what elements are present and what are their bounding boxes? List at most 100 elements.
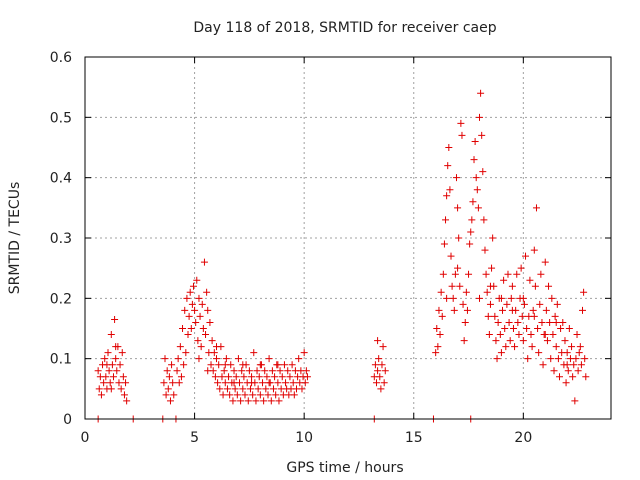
- axis-ticks: 0 5 10 15 20 0 0.1 0.2 0.3 0.4 0.5 0.6: [50, 50, 611, 446]
- data-point: [505, 318, 513, 326]
- data-point: [219, 391, 227, 399]
- data-point: [502, 343, 510, 351]
- y-tick-label: 0: [63, 412, 72, 428]
- data-point: [105, 367, 113, 375]
- data-point: [256, 361, 264, 369]
- data-point: [523, 325, 531, 332]
- data-point: [442, 216, 450, 224]
- x-tick-label: 15: [405, 430, 423, 446]
- data-point: [103, 361, 111, 369]
- data-point: [180, 361, 188, 369]
- data-point: [496, 331, 504, 339]
- data-point: [570, 361, 578, 369]
- data-point: [497, 294, 505, 302]
- data-point: [268, 367, 276, 375]
- data-point: [100, 379, 108, 387]
- data-point: [472, 174, 480, 182]
- data-point: [519, 337, 527, 345]
- data-point: [95, 385, 103, 393]
- data-point: [213, 343, 220, 351]
- data-point: [176, 343, 184, 351]
- data-point: [267, 397, 275, 405]
- data-point: [494, 318, 502, 326]
- data-point: [186, 288, 194, 296]
- data-point: [234, 355, 242, 363]
- data-point: [581, 355, 589, 363]
- data-point: [454, 264, 462, 272]
- data-point: [454, 204, 462, 212]
- data-point: [438, 312, 446, 320]
- data-point: [232, 373, 240, 381]
- data-point: [372, 379, 380, 387]
- data-point: [289, 379, 297, 387]
- y-tick-label: 0.1: [50, 352, 72, 368]
- data-point: [162, 391, 170, 399]
- data-point: [375, 355, 383, 363]
- data-point: [577, 361, 585, 369]
- data-point: [546, 318, 554, 326]
- data-point: [109, 373, 117, 381]
- data-point: [376, 373, 384, 381]
- data-point: [173, 367, 181, 375]
- data-point: [120, 391, 128, 399]
- data-point: [465, 270, 473, 278]
- data-point: [214, 379, 222, 387]
- data-point: [545, 282, 553, 290]
- data-point: [161, 355, 169, 363]
- data-point: [206, 318, 214, 326]
- data-point: [458, 131, 466, 139]
- data-point: [572, 355, 580, 363]
- data-point: [200, 258, 208, 266]
- data-point: [536, 300, 544, 308]
- data-point: [215, 361, 223, 369]
- data-point: [432, 349, 440, 357]
- data-point: [302, 367, 310, 375]
- y-tick-label: 0.3: [50, 231, 72, 247]
- data-point: [462, 288, 470, 296]
- data-point: [478, 131, 486, 139]
- data-point: [535, 349, 543, 357]
- data-point: [374, 337, 382, 345]
- x-tick-label: 5: [190, 430, 199, 446]
- data-point: [452, 174, 460, 182]
- data-point: [437, 288, 445, 296]
- data-point: [552, 343, 560, 351]
- data-point: [191, 306, 199, 314]
- data-point: [539, 361, 547, 369]
- data-point: [482, 270, 490, 278]
- data-point: [197, 343, 205, 351]
- data-point: [208, 337, 216, 345]
- data-point: [476, 113, 483, 121]
- data-point: [468, 216, 476, 224]
- data-point: [265, 355, 273, 363]
- data-point: [189, 282, 197, 290]
- data-point: [250, 349, 258, 357]
- data-point: [194, 337, 202, 345]
- data-point: [225, 373, 233, 381]
- data-point: [221, 379, 229, 387]
- y-tick-label: 0.2: [50, 291, 72, 307]
- data-point: [514, 318, 522, 326]
- data-point: [184, 331, 192, 339]
- data-point: [203, 288, 211, 296]
- data-point: [501, 325, 509, 332]
- data-point: [573, 331, 581, 339]
- data-point: [530, 312, 538, 320]
- data-point: [237, 397, 245, 405]
- data-point: [195, 355, 203, 363]
- data-point: [563, 361, 571, 369]
- data-point: [447, 252, 455, 260]
- data-point: [471, 137, 479, 145]
- data-point: [274, 379, 282, 387]
- data-point: [113, 367, 121, 375]
- data-point: [264, 391, 272, 399]
- data-point: [221, 361, 229, 369]
- data-point: [484, 312, 492, 320]
- data-point: [272, 391, 280, 399]
- data-point: [576, 343, 584, 351]
- data-point: [230, 379, 238, 387]
- data-point: [107, 385, 115, 393]
- data-point: [557, 325, 565, 332]
- data-point: [231, 385, 239, 393]
